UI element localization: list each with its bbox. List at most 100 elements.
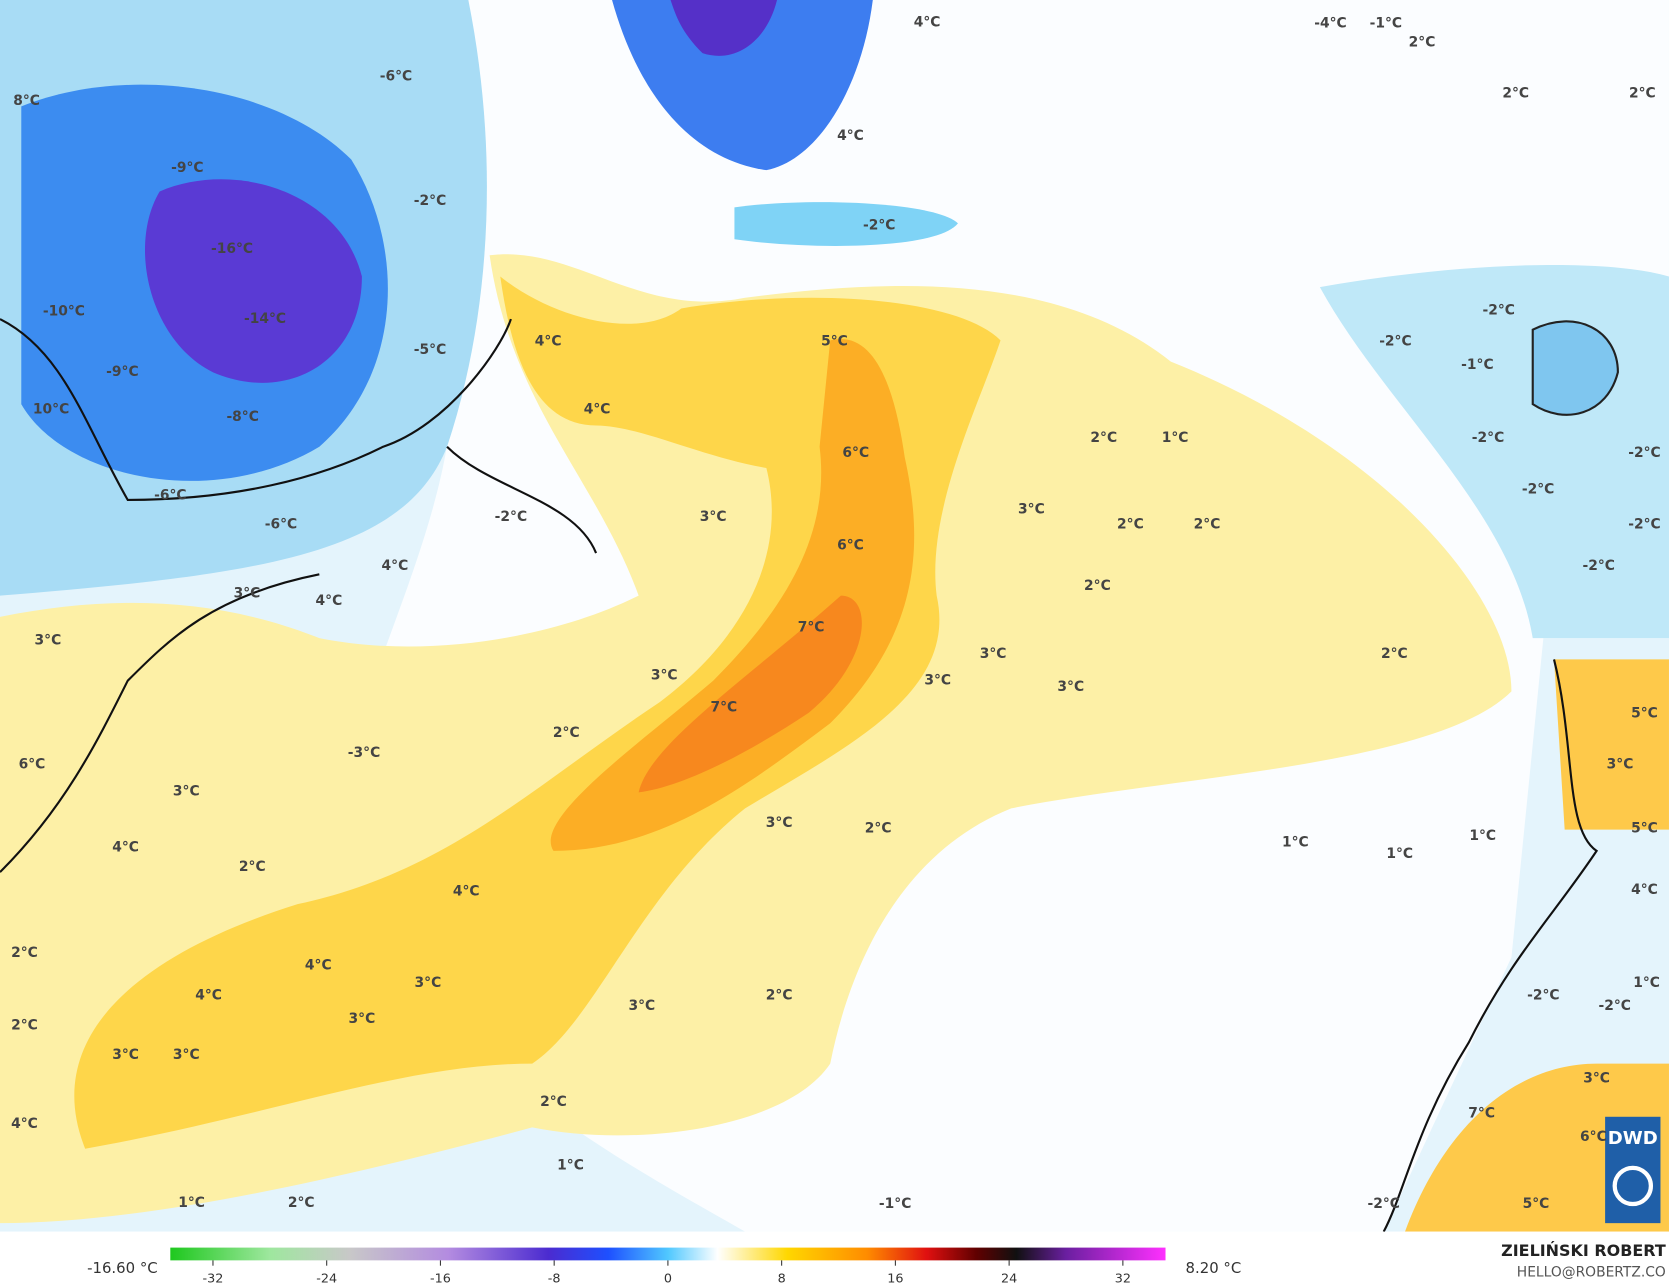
peak-area <box>638 595 862 793</box>
temp-label: 2°C <box>288 1195 315 1211</box>
temp-label: 4°C <box>11 1116 38 1132</box>
temp-label: 1°C <box>1282 834 1309 850</box>
temp-label: 4°C <box>195 988 222 1004</box>
temp-label: 1°C <box>178 1195 205 1211</box>
temp-label: -2°C <box>863 217 895 233</box>
temp-label: 4°C <box>837 128 864 144</box>
temp-label: -3°C <box>348 745 380 761</box>
colorbar-tick-label: 24 <box>1001 1272 1017 1287</box>
temp-label: 4°C <box>382 558 409 574</box>
temp-label: -6°C <box>380 69 412 85</box>
coastline-us <box>0 573 320 873</box>
colorbar <box>170 1247 1166 1261</box>
colorbar-tick-label: 32 <box>1115 1272 1131 1287</box>
temp-label: 2°C <box>11 1017 38 1033</box>
temp-label: 2°C <box>1502 86 1529 102</box>
temp-label: -10°C <box>43 304 85 320</box>
temp-label: -2°C <box>1628 516 1660 532</box>
temp-label: 4°C <box>914 14 941 30</box>
temp-label: 7°C <box>1468 1106 1495 1122</box>
temp-label: -2°C <box>1598 998 1630 1014</box>
temp-label: -9°C <box>106 364 138 380</box>
temp-label: 1°C <box>557 1158 584 1174</box>
temp-label: -2°C <box>1472 430 1504 446</box>
temp-label: 4°C <box>305 958 332 974</box>
temp-label: -6°C <box>265 516 297 532</box>
temp-label: 3°C <box>700 509 727 525</box>
temp-label: -6°C <box>154 488 186 504</box>
temp-label: 5°C <box>821 333 848 349</box>
temp-label: 3°C <box>1607 757 1634 773</box>
temp-label: 2°C <box>11 945 38 961</box>
greenland-core <box>670 0 778 56</box>
temp-label: 4°C <box>535 333 562 349</box>
temp-label: 3°C <box>415 975 442 991</box>
temp-label: 2°C <box>540 1094 567 1110</box>
temp-label: -1°C <box>879 1196 911 1212</box>
temp-label: 5°C <box>1631 706 1658 722</box>
temp-label: 3°C <box>1018 501 1045 517</box>
temp-label: 2°C <box>1409 35 1436 51</box>
temp-label: 3°C <box>173 1047 200 1063</box>
land-coldest <box>144 179 362 383</box>
logo-icon <box>1612 1165 1654 1207</box>
temp-label: 1°C <box>1386 846 1413 862</box>
temp-label: 2°C <box>1084 578 1111 594</box>
temp-label: 3°C <box>234 585 261 601</box>
temp-label: -1°C <box>1461 357 1493 373</box>
temp-label: -2°C <box>1379 333 1411 349</box>
author: ZIELIŃSKI ROBERT <box>1501 1241 1666 1260</box>
temp-label: -2°C <box>1628 445 1660 461</box>
temp-label: 5°C <box>1523 1196 1550 1212</box>
temp-label: -1°C <box>1370 15 1402 31</box>
colorbar-tick-label: 0 <box>664 1272 672 1287</box>
coastline <box>0 318 598 554</box>
temp-label: -14°C <box>244 311 286 327</box>
temp-label: 6°C <box>1580 1129 1607 1145</box>
temp-label: 4°C <box>316 593 343 609</box>
temp-label: 2°C <box>1194 516 1221 532</box>
temp-label: 4°C <box>453 883 480 899</box>
temp-label: 1°C <box>1633 975 1660 991</box>
cold-patch <box>734 202 958 246</box>
temp-label: 5°C <box>1631 821 1658 837</box>
colorbar-tick-label: -32 <box>203 1272 224 1287</box>
colorbar-ticks: -32 -24 -16 -8 0 8 16 24 32 <box>203 1260 1131 1287</box>
temp-label: 6°C <box>842 445 869 461</box>
temp-label: 3°C <box>766 815 793 831</box>
temp-label: 7°C <box>710 699 737 715</box>
coastline-east <box>1382 659 1599 1233</box>
temp-label: 2°C <box>1117 516 1144 532</box>
temp-label: 3°C <box>1583 1070 1610 1086</box>
temp-label: -2°C <box>1527 988 1559 1004</box>
temp-label: 2°C <box>239 859 266 875</box>
colorbar-tick-label: 16 <box>887 1272 903 1287</box>
contact: HELLO@ROBERTZ.CO <box>1517 1264 1666 1280</box>
temp-label: 2°C <box>766 988 793 1004</box>
temp-label: 3°C <box>980 646 1007 662</box>
temp-label: 2°C <box>1090 430 1117 446</box>
max-label: 8.20 °C <box>1186 1259 1242 1277</box>
temp-label: -5°C <box>414 342 446 358</box>
colorbar-tick-label: -16 <box>430 1272 451 1287</box>
temp-label: -9°C <box>171 160 203 176</box>
temp-label: -2°C <box>1482 303 1514 319</box>
warmest-area <box>550 338 915 851</box>
colorbar-tick-label: 8 <box>778 1272 786 1287</box>
temp-label: 3°C <box>1057 679 1084 695</box>
colorbar-tick-label: -24 <box>316 1272 337 1287</box>
temp-label: -2°C <box>414 193 446 209</box>
temp-label: 3°C <box>651 667 678 683</box>
temp-label: 3°C <box>35 632 62 648</box>
temp-label: -2°C <box>1583 558 1615 574</box>
logo-text: DWD <box>1608 1128 1658 1149</box>
temp-label: 3°C <box>924 673 951 689</box>
temp-label: -4°C <box>1314 15 1346 31</box>
temp-label: 3°C <box>173 783 200 799</box>
temp-label: 4°C <box>584 401 611 417</box>
temp-label: 2°C <box>553 725 580 741</box>
temp-label: -2°C <box>1522 481 1554 497</box>
temp-label: 3°C <box>628 998 655 1014</box>
